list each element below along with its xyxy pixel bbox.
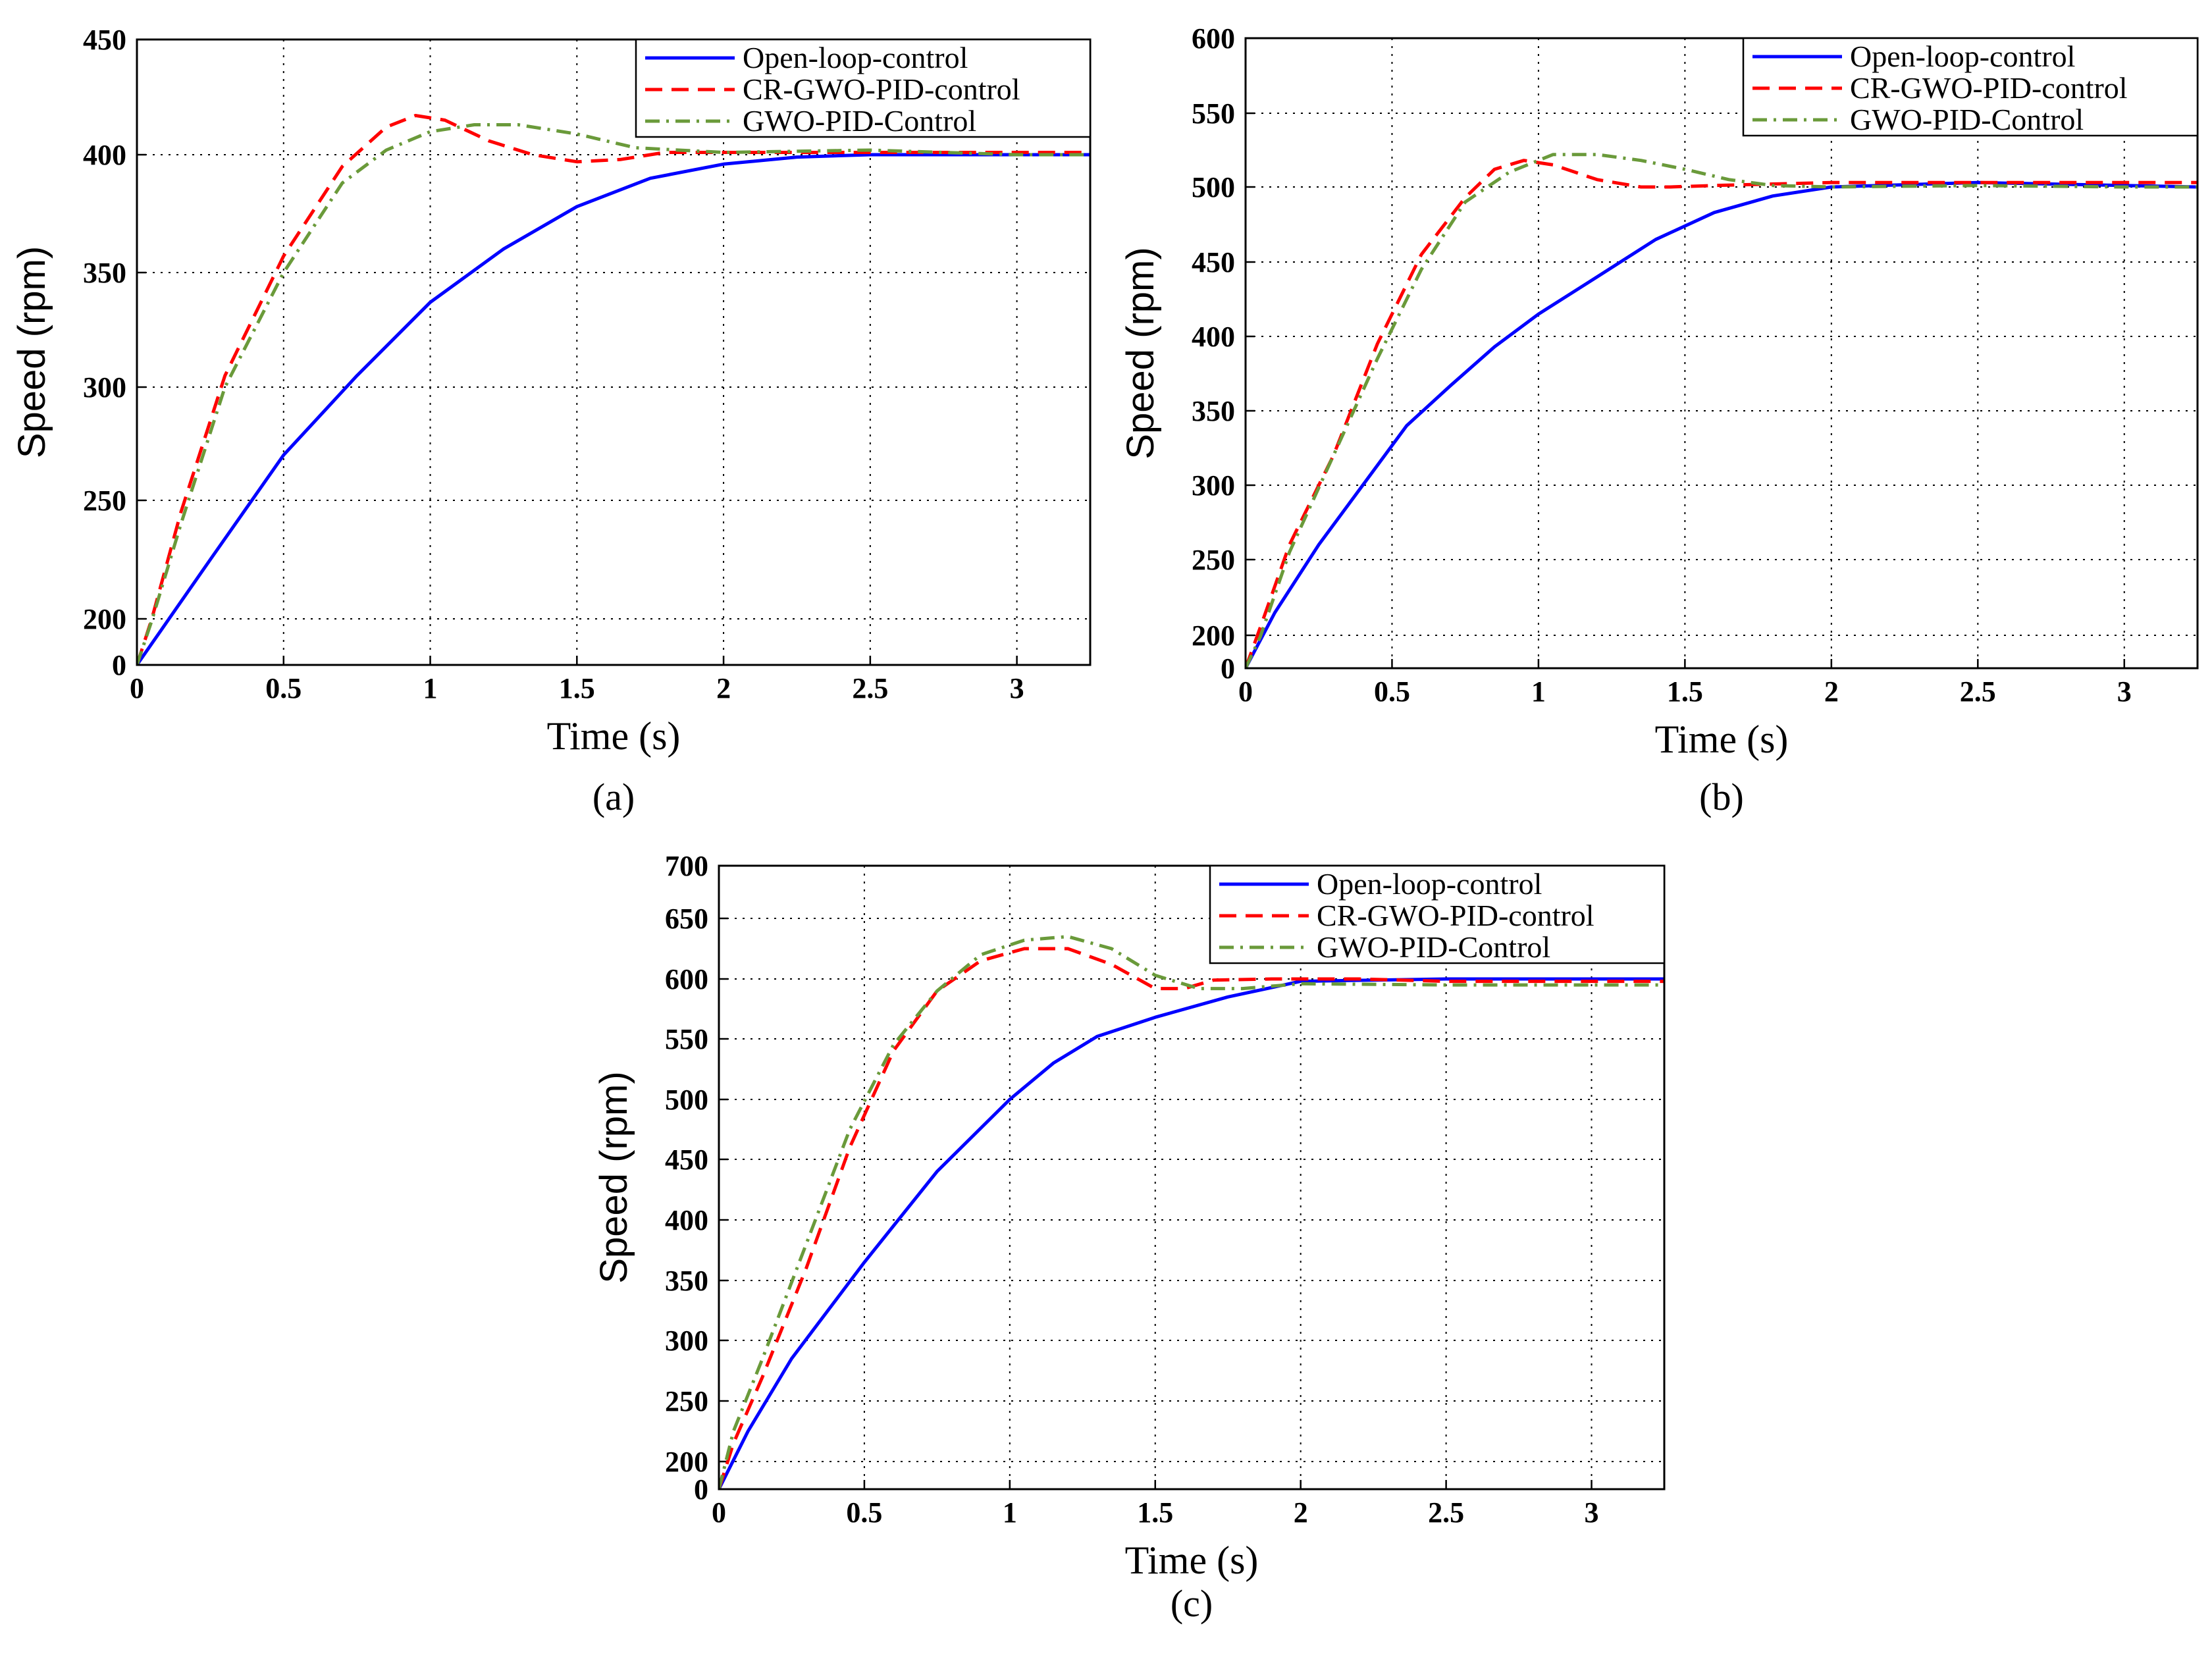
x-tick-label: 1.5: [1137, 1496, 1173, 1529]
plot-frame: [718, 864, 1666, 1490]
y-tick-label: 500: [665, 1084, 708, 1116]
y-tick-label: 350: [665, 1265, 708, 1297]
x-tick-label: 0: [712, 1496, 726, 1529]
x-tick-label: 1: [1531, 675, 1546, 708]
x-tick-label: 3: [1585, 1496, 1599, 1529]
series-line-2: [719, 947, 1664, 1489]
y-tick-label: 0: [1221, 652, 1235, 685]
panel-caption: (b): [1699, 776, 1744, 818]
series-line-3: [137, 123, 1090, 665]
x-tick-label: 0: [1238, 675, 1253, 708]
x-tick-label: 1.5: [1667, 675, 1703, 708]
y-tick-label: 400: [665, 1204, 708, 1236]
panel-caption: (c): [1171, 1582, 1213, 1625]
x-tick-label: 2: [1824, 675, 1839, 708]
series-line-2: [1246, 159, 2198, 668]
y-tick-label: 650: [665, 903, 708, 935]
y-tick-label: 0: [112, 649, 126, 681]
y-tick-label: 250: [83, 485, 126, 517]
y-tick-label: 450: [665, 1144, 708, 1176]
y-tick-label: 550: [1192, 97, 1235, 130]
x-tick-label: 1: [423, 672, 438, 704]
x-tick-label: 2: [1294, 1496, 1308, 1529]
y-tick-label: 350: [83, 257, 126, 289]
y-tick-label: 700: [665, 850, 708, 882]
series-line-2: [137, 114, 1090, 665]
plot-frame: [136, 38, 1092, 666]
y-tick-label: 300: [665, 1325, 708, 1357]
x-tick-label: 3: [2117, 675, 2132, 708]
x-tick-label: 0: [130, 672, 144, 704]
x-tick-label: 2.5: [852, 672, 888, 704]
y-tick-label: 450: [1192, 246, 1235, 278]
series-line-1: [137, 153, 1090, 665]
legend-label: CR-GWO-PID-control: [1317, 899, 1594, 932]
y-axis-title: Speed (rpm): [1119, 247, 1162, 459]
y-tick-label: 200: [665, 1446, 708, 1478]
y-tick-label: 600: [665, 963, 708, 995]
y-tick-label: 300: [1192, 469, 1235, 502]
plot-area: [719, 866, 1664, 1489]
x-tick-label: 0.5: [1374, 675, 1410, 708]
y-tick-label: 600: [1192, 22, 1235, 55]
y-tick-label: 450: [83, 24, 126, 56]
x-axis-title: Time (s): [1655, 718, 1789, 761]
y-tick-label: 400: [1192, 321, 1235, 353]
legend-label: Open-loop-control: [1850, 40, 2075, 73]
x-axis-title: Time (s): [1125, 1539, 1259, 1582]
y-tick-label: 200: [83, 603, 126, 635]
x-tick-label: 1: [1003, 1496, 1017, 1529]
legend-label: CR-GWO-PID-control: [1850, 71, 2128, 105]
legend: Open-loop-controlCR-GWO-PID-controlGWO-P…: [1209, 864, 1666, 964]
x-tick-label: 2.5: [1428, 1496, 1464, 1529]
legend-label: Open-loop-control: [743, 41, 968, 74]
panel-caption: (a): [592, 776, 635, 818]
legend-label: Open-loop-control: [1317, 867, 1542, 901]
y-tick-label: 500: [1192, 171, 1235, 203]
legend-label: GWO-PID-Control: [743, 104, 976, 138]
y-tick-label: 550: [665, 1023, 708, 1055]
y-axis-title: Speed (rpm): [11, 246, 53, 458]
x-tick-label: 2: [716, 672, 731, 704]
x-tick-label: 3: [1010, 672, 1024, 704]
x-tick-label: 0.5: [846, 1496, 882, 1529]
series-line-3: [719, 935, 1664, 1489]
y-tick-label: 400: [83, 139, 126, 171]
x-tick-label: 2.5: [1960, 675, 1996, 708]
plot-area: [1246, 38, 2198, 668]
legend-label: CR-GWO-PID-control: [743, 72, 1020, 106]
y-axis-title: Speed (rpm): [592, 1071, 635, 1283]
x-tick-label: 0.5: [265, 672, 302, 704]
plot-area: [137, 40, 1090, 665]
x-tick-label: 1.5: [559, 672, 595, 704]
y-tick-label: 200: [1192, 620, 1235, 652]
legend-label: GWO-PID-Control: [1850, 103, 2084, 136]
y-tick-label: 0: [694, 1473, 708, 1506]
chart-panel-1: 0 0.5 1 1.5 2 2.5 3 0 200 250 300 350 400 450 Time (s)…: [11, 24, 1092, 818]
series-line-3: [1246, 153, 2198, 668]
x-axis-title: Time (s): [547, 714, 681, 758]
y-tick-label: 300: [83, 371, 126, 404]
y-tick-label: 350: [1192, 395, 1235, 427]
legend: Open-loop-controlCR-GWO-PID-controlGWO-P…: [635, 38, 1092, 138]
plot-frame: [1244, 37, 2199, 670]
y-tick-label: 250: [1192, 544, 1235, 576]
legend-label: GWO-PID-Control: [1317, 930, 1550, 964]
y-tick-label: 250: [665, 1385, 708, 1417]
series-line-1: [719, 977, 1664, 1489]
legend: Open-loop-controlCR-GWO-PID-controlGWO-P…: [1742, 37, 2199, 137]
